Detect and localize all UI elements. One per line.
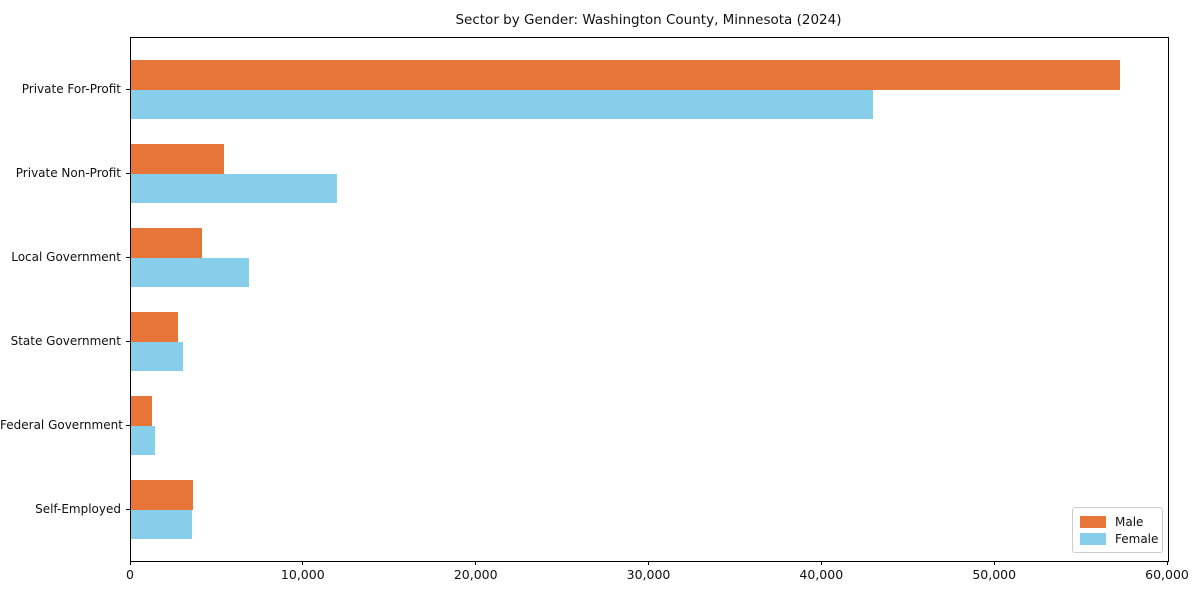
legend-label-female: Female [1115, 531, 1159, 546]
bar-male-private-non-profit [131, 144, 225, 174]
bar-female-private-for-profit [131, 89, 873, 119]
bar-female-local-government [131, 257, 249, 287]
x-axis-label: 10,000 [280, 567, 325, 582]
legend-item-female: Female [1073, 530, 1162, 547]
y-tick-mark [126, 509, 131, 510]
y-axis-label: Private Non-Profit [15, 165, 121, 180]
y-axis-label: Federal Government [0, 417, 123, 432]
x-tick-mark [820, 561, 822, 565]
x-tick-mark [1166, 561, 1168, 565]
y-axis-label: Private For-Profit [21, 81, 121, 96]
bar-female-self-employed [131, 509, 192, 539]
bar-male-state-government [131, 312, 178, 342]
y-tick-mark [126, 257, 131, 258]
y-axis-label: Local Government [11, 249, 121, 264]
bar-female-federal-government [131, 425, 156, 455]
legend-item-male: Male [1073, 513, 1162, 530]
x-tick-mark [129, 561, 131, 565]
y-axis-label: Self-Employed [35, 501, 121, 516]
male-swatch-icon [1080, 515, 1106, 528]
x-axis-label: 30,000 [626, 567, 671, 582]
x-tick-mark [302, 561, 304, 565]
x-axis-label: 60,000 [1145, 567, 1189, 582]
x-tick-mark [648, 561, 649, 565]
chart-title: Sector by Gender: Washington County, Min… [455, 12, 842, 28]
bar-female-private-non-profit [131, 173, 337, 203]
x-tick-mark [475, 561, 477, 565]
x-tick-mark [993, 561, 995, 565]
bar-male-federal-government [131, 396, 152, 426]
y-axis-label: State Government [10, 333, 121, 348]
x-axis-label: 50,000 [972, 567, 1017, 582]
legend: Male Female [1072, 507, 1163, 553]
bar-male-private-for-profit [131, 60, 1120, 90]
y-tick-mark [126, 341, 131, 342]
bar-male-self-employed [131, 480, 194, 510]
x-axis-label: 20,000 [453, 567, 498, 582]
y-tick-mark [126, 425, 131, 426]
legend-label-male: Male [1115, 514, 1144, 529]
y-tick-mark [126, 173, 131, 174]
bar-male-local-government [131, 228, 202, 258]
y-tick-mark [126, 89, 131, 90]
x-axis-label: 40,000 [799, 567, 844, 582]
female-swatch-icon [1080, 532, 1106, 545]
x-axis-label: 0 [126, 567, 134, 582]
plot-area [126, 37, 1169, 562]
bar-female-state-government [131, 341, 183, 371]
